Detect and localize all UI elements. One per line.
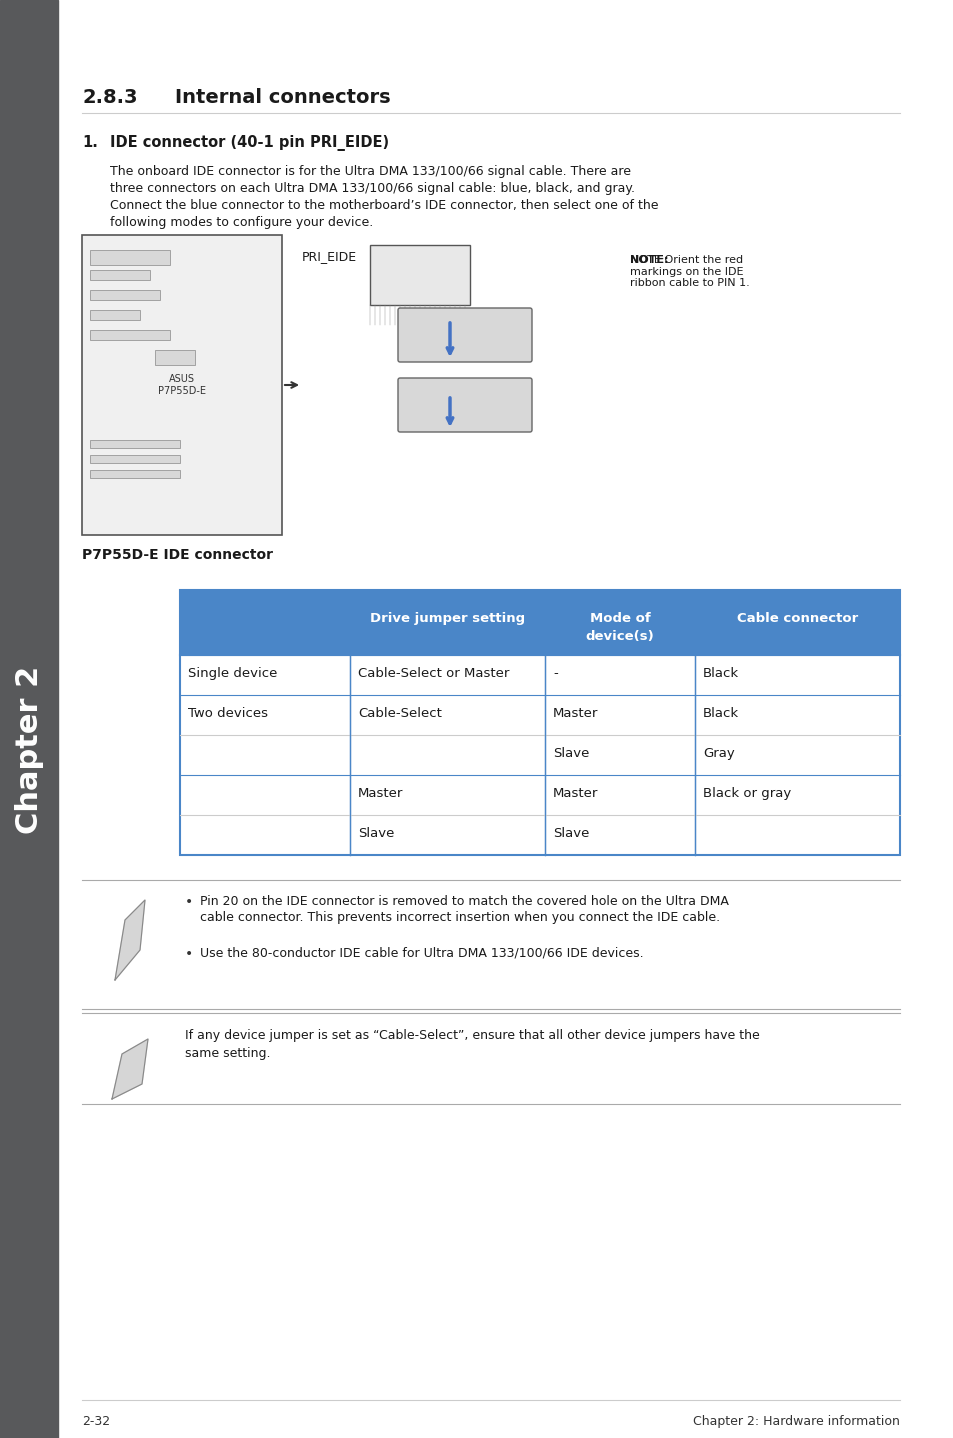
Text: NOTE:Orient the red
markings on the IDE
ribbon cable to PIN 1.: NOTE:Orient the red markings on the IDE …: [629, 255, 749, 288]
Text: Pin 20 on the IDE connector is removed to match the covered hole on the Ultra DM: Pin 20 on the IDE connector is removed t…: [200, 894, 728, 907]
Text: Black: Black: [702, 667, 739, 680]
Text: Black or gray: Black or gray: [702, 787, 790, 800]
Text: Use the 80-conductor IDE cable for Ultra DMA 133/100/66 IDE devices.: Use the 80-conductor IDE cable for Ultra…: [200, 948, 643, 961]
Bar: [90, 454, 180, 463]
FancyBboxPatch shape: [397, 308, 532, 362]
Text: NOTE:: NOTE:: [629, 255, 668, 265]
Text: PRI_EIDE: PRI_EIDE: [302, 250, 356, 263]
Text: P7P55D-E IDE connector: P7P55D-E IDE connector: [82, 548, 273, 562]
Bar: [90, 250, 170, 265]
Text: IDE connector (40-1 pin PRI_EIDE): IDE connector (40-1 pin PRI_EIDE): [110, 135, 389, 151]
Bar: [370, 244, 470, 305]
Bar: [180, 590, 899, 654]
Bar: [90, 270, 150, 280]
Text: device(s): device(s): [585, 630, 654, 643]
Text: Cable-Select: Cable-Select: [357, 707, 441, 720]
Bar: [90, 329, 170, 339]
Text: 2.8.3: 2.8.3: [82, 88, 137, 106]
Bar: [90, 470, 180, 477]
Text: Master: Master: [357, 787, 403, 800]
Text: Slave: Slave: [553, 827, 589, 840]
Text: Slave: Slave: [553, 746, 589, 761]
Text: Connect the blue connector to the motherboard’s IDE connector, then select one o: Connect the blue connector to the mother…: [110, 198, 658, 211]
Polygon shape: [112, 1040, 148, 1099]
Text: Master: Master: [553, 707, 598, 720]
Text: Cable-Select or Master: Cable-Select or Master: [357, 667, 509, 680]
Text: Cable connector: Cable connector: [736, 613, 858, 626]
Text: •: •: [185, 894, 193, 909]
Text: Internal connectors: Internal connectors: [174, 88, 390, 106]
Text: Master: Master: [553, 787, 598, 800]
Text: 2-32: 2-32: [82, 1415, 110, 1428]
Bar: [0, 0, 58, 1438]
Text: The onboard IDE connector is for the Ultra DMA 133/100/66 signal cable. There ar: The onboard IDE connector is for the Ult…: [110, 165, 630, 178]
Text: same setting.: same setting.: [185, 1047, 271, 1060]
Bar: [82, 234, 282, 535]
Text: ASUS
P7P55D-E: ASUS P7P55D-E: [158, 374, 206, 395]
Bar: [180, 654, 899, 856]
FancyBboxPatch shape: [397, 378, 532, 431]
Polygon shape: [115, 900, 145, 981]
Text: Single device: Single device: [188, 667, 277, 680]
Text: cable connector. This prevents incorrect insertion when you connect the IDE cabl: cable connector. This prevents incorrect…: [200, 912, 720, 925]
Text: three connectors on each Ultra DMA 133/100/66 signal cable: blue, black, and gra: three connectors on each Ultra DMA 133/1…: [110, 183, 635, 196]
Text: Chapter 2: Chapter 2: [14, 666, 44, 834]
Text: Chapter 2: Hardware information: Chapter 2: Hardware information: [693, 1415, 899, 1428]
Text: Drive jumper setting: Drive jumper setting: [370, 613, 524, 626]
Text: Black: Black: [702, 707, 739, 720]
Text: •: •: [185, 948, 193, 961]
Bar: [154, 349, 194, 365]
Text: Slave: Slave: [357, 827, 394, 840]
Text: following modes to configure your device.: following modes to configure your device…: [110, 216, 373, 229]
Bar: [90, 290, 160, 301]
Text: Two devices: Two devices: [188, 707, 268, 720]
Text: Mode of: Mode of: [589, 613, 650, 626]
Text: If any device jumper is set as “Cable-Select”, ensure that all other device jump: If any device jumper is set as “Cable-Se…: [185, 1030, 759, 1043]
Text: Gray: Gray: [702, 746, 734, 761]
Bar: [90, 440, 180, 449]
Text: -: -: [553, 667, 558, 680]
Text: 1.: 1.: [82, 135, 98, 150]
Bar: [90, 311, 140, 321]
